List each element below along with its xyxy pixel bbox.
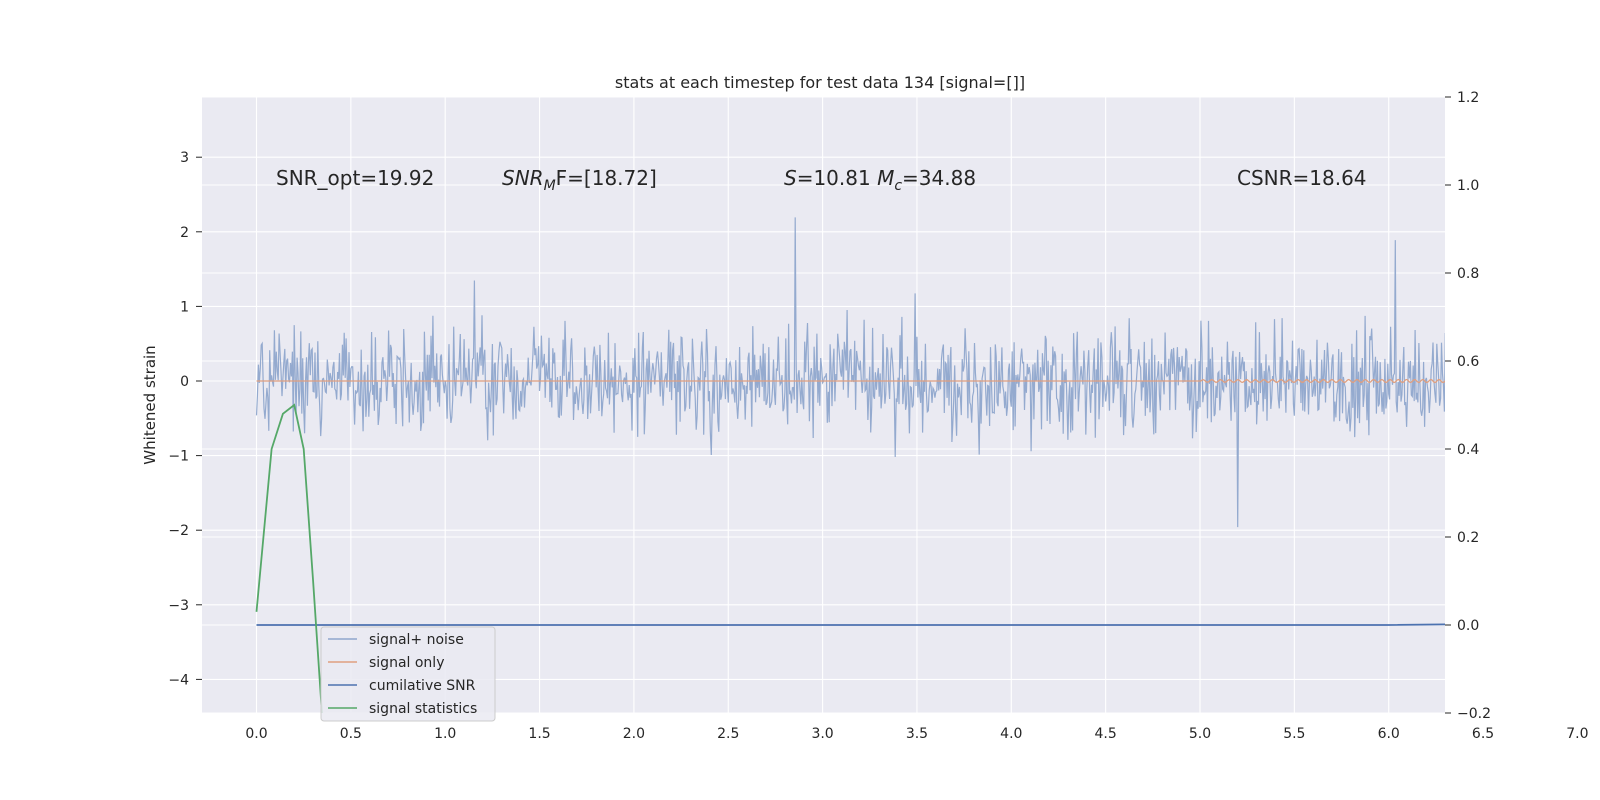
y2-tick-label: 0.2 (1457, 530, 1479, 546)
legend: signal+ noise signal only cumilative SNR… (320, 626, 496, 722)
chart-title: stats at each timestep for test data 134… (615, 73, 1025, 92)
x-tick-label: 0.0 (245, 726, 267, 742)
x-tick-label: 1.0 (434, 726, 456, 742)
y2-tick-label: 0.4 (1457, 442, 1479, 458)
y-tick-label: 0 (180, 374, 189, 390)
x-tick-label: 4.0 (1000, 726, 1022, 742)
mc-sub: c (894, 178, 902, 194)
y-tick-label: −2 (168, 523, 189, 539)
series-signal-statistics (255, 403, 323, 713)
y2-tick-label: −0.2 (1457, 706, 1491, 722)
y-axis-right: 1.2 1.0 0.8 0.6 0.4 0.2 0.0 −0.2 (1445, 90, 1491, 722)
y-tick-label: −3 (168, 598, 189, 614)
y-tick-label: 2 (180, 225, 189, 241)
x-tick-label: 0.5 (340, 726, 362, 742)
plot-area (255, 217, 1445, 713)
series-signal-noise (255, 217, 1445, 528)
x-tick-label: 6.5 (1472, 726, 1494, 742)
y-tick-label: 1 (180, 299, 189, 315)
mc-italic: M (877, 166, 894, 190)
x-axis: 0.0 0.5 1.0 1.5 2.0 2.5 3.0 3.5 4.0 4.5 5.0 5.5 6.0 6… (245, 726, 1588, 742)
y-tick-label: −4 (168, 672, 189, 688)
x-tick-label: 2.5 (717, 726, 739, 742)
legend-label-signal-only: signal only (369, 655, 444, 671)
x-tick-label: 4.5 (1095, 726, 1117, 742)
y-tick-label: −1 (168, 449, 189, 465)
s-italic: S (784, 166, 797, 190)
x-tick-label: 7.0 (1566, 726, 1588, 742)
legend-label-signal-noise: signal+ noise (369, 632, 464, 648)
mass-annotation: S=10.81 Mc=34.88 (784, 166, 976, 194)
x-tick-label: 6.0 (1378, 726, 1400, 742)
snr-mf-sub: M (544, 178, 556, 194)
snr-mf-rest: F=[18.72] (556, 166, 657, 190)
x-tick-label: 1.5 (528, 726, 550, 742)
x-tick-label: 5.0 (1189, 726, 1211, 742)
y2-tick-label: 0.6 (1457, 354, 1479, 370)
x-tick-label: 3.0 (811, 726, 833, 742)
y-axis-label: Whitened strain (141, 345, 159, 464)
legend-label-signal-statistics: signal statistics (369, 701, 477, 717)
legend-label-cumulative-snr: cumilative SNR (369, 678, 476, 694)
legend-box (320, 626, 496, 722)
s-rest: =10.81 (797, 166, 877, 190)
snr-opt-annotation: SNR_opt=19.92 (276, 166, 434, 190)
y2-tick-label: 0.0 (1457, 618, 1479, 634)
y2-tick-label: 1.2 (1457, 90, 1479, 106)
snr-mf-main: SNR (502, 166, 544, 190)
y2-tick-label: 1.0 (1457, 178, 1479, 194)
y-tick-label: 3 (180, 150, 189, 166)
y2-tick-label: 0.8 (1457, 266, 1479, 282)
x-tick-label: 2.0 (623, 726, 645, 742)
csnr-annotation: CSNR=18.64 (1237, 166, 1367, 190)
x-tick-label: 3.5 (906, 726, 928, 742)
series-signal-only (256, 378, 1445, 384)
x-tick-label: 5.5 (1283, 726, 1305, 742)
mc-rest: =34.88 (902, 166, 976, 190)
y-axis-left: 3 2 1 0 −1 −2 −3 −4 (168, 150, 202, 688)
snr-mf-annotation: SNRMF=[18.72] (502, 166, 657, 194)
